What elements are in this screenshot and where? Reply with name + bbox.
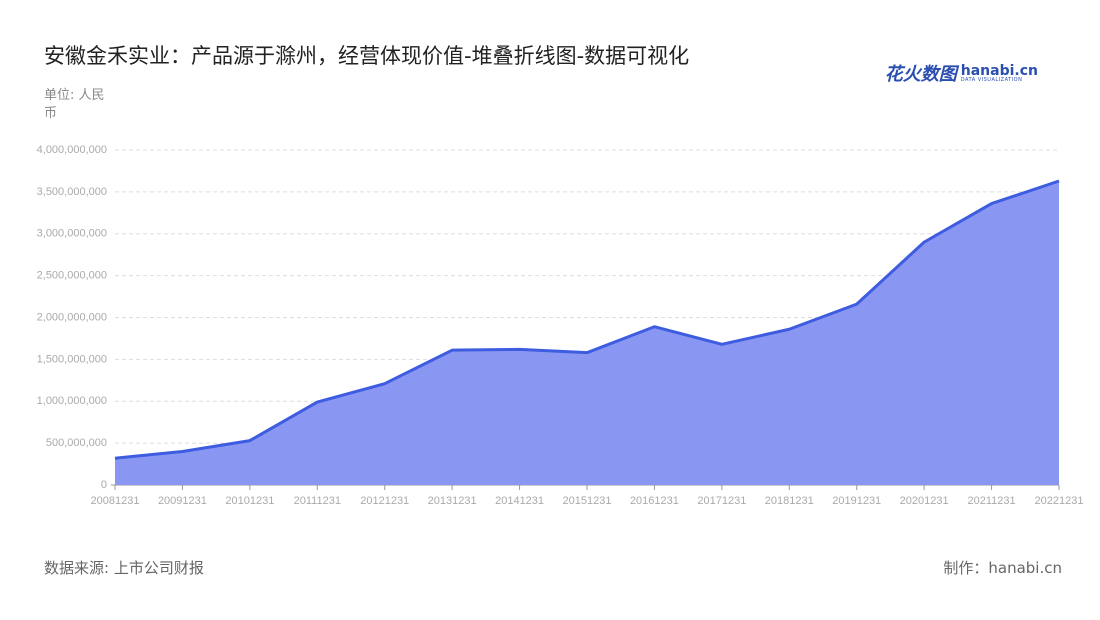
x-tick-label: 20121231: [360, 495, 409, 507]
chart-title: 安徽金禾实业：产品源于滁州，经营体现价值-堆叠折线图-数据可视化: [44, 44, 690, 68]
x-tick-label: 20201231: [900, 495, 949, 507]
credit: 制作：hanabi.cn: [943, 559, 1062, 577]
logo-tagline: DATA VISUALIZATION: [960, 76, 1023, 83]
x-tick-label: 20131231: [428, 495, 477, 507]
x-tick-label: 20091231: [158, 495, 207, 507]
unit-label: 单位: 人民币: [44, 88, 105, 121]
y-tick-label: 1,500,000,000: [37, 353, 107, 365]
x-tick-label: 20211231: [968, 495, 1016, 507]
x-tick-label: 20181231: [765, 495, 814, 507]
x-tick-label: 20151231: [563, 495, 612, 507]
x-tick-label: 20111231: [294, 495, 341, 507]
x-tick-label: 20191231: [832, 495, 881, 507]
y-tick-label: 3,500,000,000: [37, 186, 107, 198]
y-tick-label: 0: [101, 479, 107, 491]
y-tick-label: 500,000,000: [46, 437, 107, 449]
y-tick-label: 1,000,000,000: [37, 395, 107, 407]
logo: 花火数图 hanabi.cn DATA VISUALIZATION: [885, 60, 1038, 86]
x-tick-label: 20161231: [630, 495, 679, 507]
y-tick-label: 2,500,000,000: [37, 270, 107, 282]
x-tick-label: 20081231: [91, 495, 140, 507]
y-tick-label: 3,000,000,000: [37, 228, 107, 240]
y-tick-label: 4,000,000,000: [37, 144, 107, 156]
area-line: [114, 179, 1060, 460]
x-tick-label: 20221231: [1035, 495, 1084, 507]
x-tick-label: 20141231: [495, 495, 544, 507]
logo-site-block: hanabi.cn DATA VISUALIZATION: [961, 64, 1038, 83]
x-tick-label: 20171231: [697, 495, 746, 507]
area-fill: [115, 180, 1059, 486]
logo-name: 花火数图: [884, 64, 957, 85]
logo-site: hanabi.cn: [960, 62, 1038, 79]
y-tick-label: 2,000,000,000: [37, 311, 107, 323]
source: 数据来源: 上市公司财报: [44, 559, 204, 577]
x-tick-label: 20101231: [225, 495, 274, 507]
